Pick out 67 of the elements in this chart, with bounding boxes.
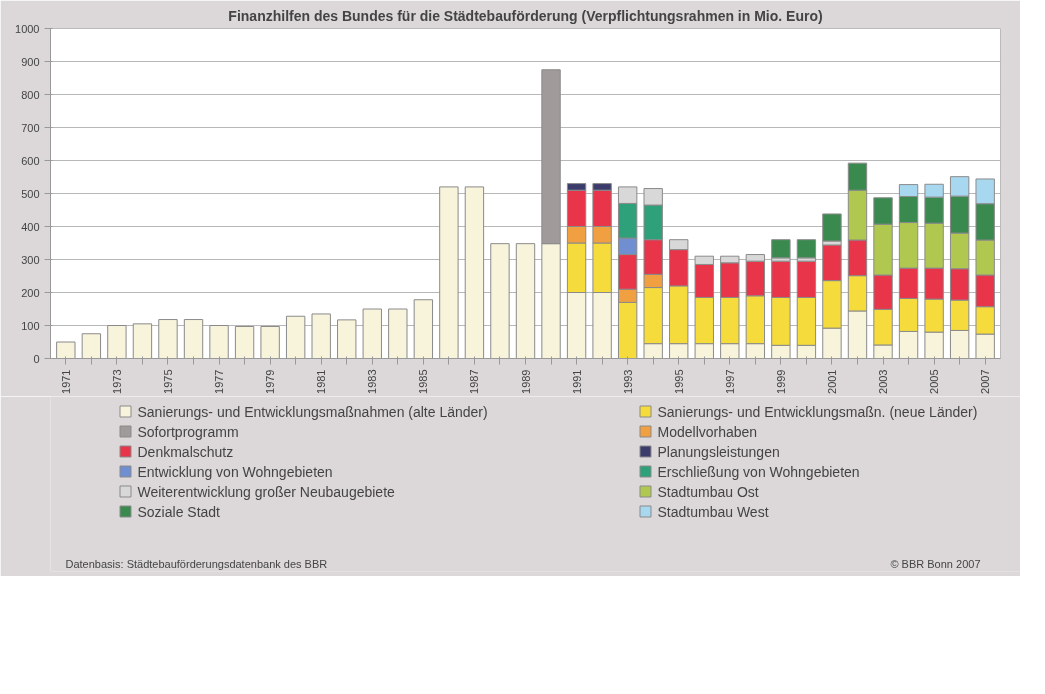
y-tick-label: 100 <box>21 319 40 332</box>
bar <box>107 325 127 359</box>
y-tick-label: 500 <box>21 187 40 200</box>
legend-label: Entwicklung von Wohngebieten <box>137 463 333 480</box>
y-tick-label: 900 <box>21 55 40 68</box>
bar <box>158 319 178 359</box>
legend-label: Sanierungs- und Entwicklungsmaßnahmen (alte Länder) <box>137 403 488 420</box>
x-tick-label: 1993 <box>621 369 634 394</box>
y-tick-label: 400 <box>21 220 40 233</box>
legend-label: Denkmalschutz <box>137 443 234 460</box>
x-tick-label: 1985 <box>417 369 430 394</box>
legend-label: Weiterentwicklung großer Neubaugebiete <box>137 483 396 500</box>
bar <box>234 325 255 359</box>
bar <box>337 319 357 359</box>
bar <box>81 333 102 359</box>
legend-label: Sanierungs- und Entwicklungsmaßn. (neue Länder) <box>657 403 978 420</box>
bar <box>490 243 510 359</box>
x-tick-label: 1991 <box>570 369 583 394</box>
legend-label: Sofortprogramm <box>137 423 239 440</box>
x-tick-label: 1979 <box>264 369 277 394</box>
x-tick-label: 1997 <box>723 369 736 394</box>
legend-label: Stadtumbau Ost <box>657 483 759 500</box>
bar <box>362 308 382 359</box>
x-tick-label: 2005 <box>928 369 941 394</box>
bar <box>56 341 76 359</box>
legend-label: Modellvorhaben <box>657 423 758 440</box>
legend-label: Planungsleistungen <box>657 443 780 460</box>
y-tick-label: 200 <box>21 286 40 299</box>
x-tick-label: 1977 <box>213 369 226 394</box>
x-tick-label: 1973 <box>110 369 123 394</box>
bar <box>464 186 485 359</box>
bar <box>796 239 817 259</box>
bar <box>311 313 331 359</box>
y-tick-label: 600 <box>21 154 40 167</box>
x-tick-label: 2003 <box>877 369 890 394</box>
x-tick-label: 1975 <box>161 369 174 394</box>
bar <box>439 186 459 359</box>
y-tick-label: 1000 <box>15 22 40 35</box>
bar <box>260 325 280 359</box>
legend-label: Stadtumbau West <box>657 503 769 520</box>
legend-label: Soziale Stadt <box>137 503 221 520</box>
chart-title: Finanzhilfen des Bundes für die Städtebauförderung (Verpflichtungsrahmen in Mio. Euro) <box>228 7 823 24</box>
bar <box>285 315 306 359</box>
y-tick-label: 700 <box>21 121 40 134</box>
y-tick-label: 0 <box>33 352 40 365</box>
bar <box>771 239 791 259</box>
x-tick-label: 1989 <box>519 369 532 394</box>
bar <box>183 319 204 359</box>
x-tick-label: 1995 <box>672 369 685 394</box>
text: Datenbasis: Städtebauförderungsdatenbank des BBR <box>65 557 328 570</box>
x-tick-label: 1999 <box>774 369 787 394</box>
bar <box>209 325 229 359</box>
legend-label: Erschließung von Wohngebieten <box>657 463 860 480</box>
bar <box>822 213 842 242</box>
bar <box>515 243 536 359</box>
bar <box>388 308 408 359</box>
bar <box>413 299 434 359</box>
x-tick-label: 2001 <box>825 369 838 394</box>
bar <box>132 323 153 359</box>
x-tick-label: 1971 <box>59 369 72 394</box>
x-tick-label: 1987 <box>468 369 481 394</box>
x-tick-label: 1983 <box>366 369 379 394</box>
y-tick-label: 300 <box>21 253 40 266</box>
y-tick-label: 800 <box>21 88 40 101</box>
x-tick-label: 2007 <box>979 369 992 394</box>
text: © BBR Bonn 2007 <box>890 557 981 570</box>
x-tick-label: 1981 <box>315 369 328 394</box>
